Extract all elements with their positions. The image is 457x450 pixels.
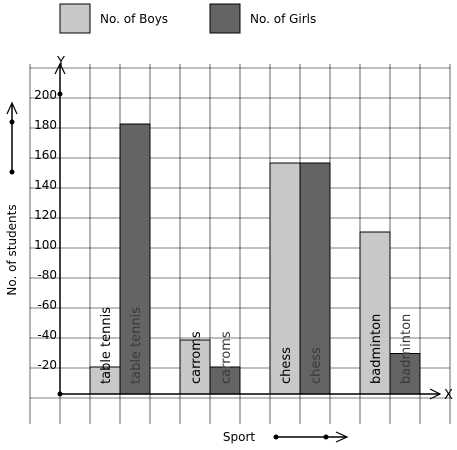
y-tick-label: 140 <box>34 178 57 192</box>
bar-category-label: badminton <box>369 314 384 384</box>
y-tick-label: -40 <box>37 328 57 342</box>
legend-swatch <box>59 3 91 34</box>
y-tick-label: 160 <box>34 148 57 162</box>
bar-category-label: table tennis <box>99 307 114 384</box>
y-axis-title: No. of students <box>5 204 19 295</box>
y-axis-letter: Y <box>56 55 65 70</box>
bar-carroms-boys <box>179 339 211 395</box>
bar-badminton-boys <box>359 231 391 395</box>
legend-label: No. of Girls <box>250 12 316 26</box>
y-axis-arrowhead <box>54 62 66 75</box>
y-axis-top-dot <box>57 91 63 97</box>
bar-chess-boys <box>269 162 301 395</box>
y-tick-label: 120 <box>34 208 57 222</box>
bar-badminton-girls <box>389 353 421 395</box>
bar-category-label: table tennis <box>129 307 144 384</box>
axes: X Y <box>54 55 453 403</box>
bars: table tennis table tennis carroms carroms ch… <box>89 123 421 395</box>
bar-category-label: carroms <box>189 331 204 384</box>
x-axis-title: Sport <box>223 430 256 444</box>
y-tick-labels: -20 -40 -60 -80 100 120 140 160 180 200 <box>34 88 57 372</box>
y-axis-title-arrow-icon <box>6 101 18 175</box>
x-axis-arrowhead <box>429 388 442 400</box>
legend: No. of Boys No. of Girls <box>59 3 316 34</box>
y-tick-label: 200 <box>34 88 57 102</box>
legend-swatch <box>209 3 241 34</box>
y-tick-label: 180 <box>34 118 57 132</box>
bar-carroms-girls <box>209 366 241 395</box>
x-axis-title-arrow-icon <box>273 431 349 443</box>
legend-label: No. of Boys <box>100 12 168 26</box>
bar-table-tennis-girls <box>119 123 151 395</box>
bar-category-label: badminton <box>399 314 414 384</box>
y-tick-label: -60 <box>37 298 57 312</box>
y-tick-label: 100 <box>34 238 57 252</box>
bar-category-label: chess <box>309 347 324 384</box>
x-axis-letter: X <box>444 388 453 403</box>
bar-chess-girls <box>299 162 331 395</box>
y-tick-label: -20 <box>37 358 57 372</box>
bar-category-label: carroms <box>219 331 234 384</box>
bar-category-label: chess <box>279 347 294 384</box>
y-tick-label: -80 <box>37 268 57 282</box>
